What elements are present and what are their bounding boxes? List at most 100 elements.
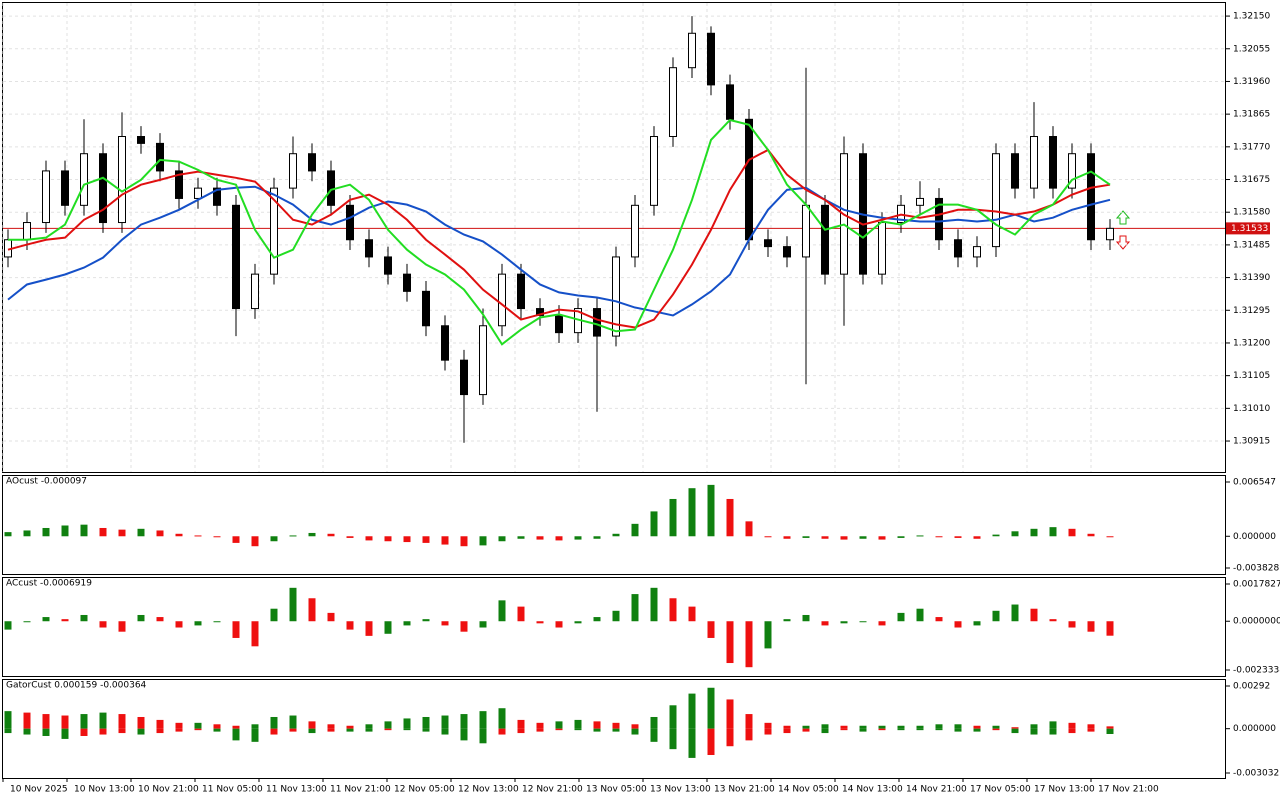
histogram-bar [232,621,240,638]
histogram-bar [270,536,278,542]
y-tick-label: 1.31675 [1233,175,1270,185]
histogram-bar [118,529,126,537]
gator-bar [251,724,259,729]
gator-bar [4,711,12,729]
y-tick-label: 0.000000 [1233,724,1276,734]
gator-bar [992,725,1000,729]
gator-bar [213,728,221,732]
gator-bar [42,728,50,736]
gator-bar [194,728,202,731]
histogram-bar [536,621,544,624]
candle-body [650,136,658,206]
gator-bar [593,721,601,729]
gator-bar [327,724,335,729]
x-tick-label: 11 Nov 13:00 [266,785,327,795]
candle-body [441,325,449,361]
y-tick-label: 1.31960 [1233,77,1270,87]
histogram-bar [802,614,810,622]
gator-bar [270,716,278,729]
histogram-bar [840,621,848,624]
gator-bar [441,715,449,729]
gator-bar [232,728,240,741]
ao-frame [2,475,1226,575]
histogram-bar [498,600,506,622]
candle-body [669,67,677,138]
histogram-bar [859,536,867,539]
gator-bar [384,721,392,729]
gator-bar [175,722,183,729]
candle-body [384,256,392,275]
gator-bar [23,728,31,735]
histogram-bar [61,525,69,537]
histogram-bar [878,621,886,626]
histogram-bar [1011,604,1019,622]
gator-bar [441,728,449,735]
histogram-bar [593,617,601,622]
gator-bar [498,728,506,735]
candle-body [42,170,50,224]
histogram-bar [916,608,924,622]
x-tick-label: 17 Nov 21:00 [1098,785,1159,795]
main-frame [2,2,1226,473]
gator-bar [80,728,88,736]
gator-bar [175,728,183,732]
gator-bar [479,728,487,744]
gator-bar [745,728,753,741]
y-tick-label: -0.003032 [1233,769,1279,779]
gator-bar [99,712,107,729]
x-tick-label: 14 Nov 05:00 [778,785,839,795]
histogram-bar [384,536,392,542]
gator-bar [802,728,810,732]
gator-bar [194,722,202,729]
histogram-bar [194,535,202,537]
y-tick-label: 0.0017827 [1233,580,1280,590]
gator-bar [251,728,259,742]
gator-bar [859,725,867,729]
histogram-bar [441,536,449,545]
histogram-bar [156,617,164,622]
gator-bar [726,728,734,747]
y-tick-label: 1.31485 [1233,240,1270,250]
histogram-bar [1087,533,1095,537]
histogram-bar [897,612,905,622]
histogram-bar [1030,528,1038,537]
gator-bar [726,699,734,729]
candle-body [1087,153,1095,241]
histogram-bar [650,511,658,537]
gator-bar [992,728,1000,731]
histogram-bar [137,528,145,537]
histogram-bar [726,621,734,664]
histogram-bar [555,621,563,628]
candle-body [1049,136,1057,189]
histogram-bar [935,617,943,622]
candle-body [118,136,126,224]
candle-body [175,170,183,199]
x-tick-label: 14 Nov 21:00 [906,785,967,795]
gator-bar [536,722,544,729]
histogram-bar [175,621,183,628]
histogram-bar [99,621,107,628]
histogram-bar [916,535,924,537]
gator-bar [859,728,867,732]
histogram-bar [631,523,639,537]
gator-bar [99,728,107,735]
histogram-bar [4,621,12,630]
gator-bar [460,728,468,741]
candle-body [194,187,202,199]
gator-bar [1068,728,1076,734]
candle-body [289,153,297,189]
histogram-bar [688,488,696,537]
candle-body [99,153,107,224]
moving-average [7,148,1111,329]
histogram-bar [327,612,335,622]
gator-bar [669,705,677,729]
gator-bar [688,728,696,758]
gator-bar [42,714,50,729]
gator-bar [403,718,411,729]
x-tick-label: 17 Nov 05:00 [970,785,1031,795]
gator-bar [498,708,506,729]
moving-average [7,185,1111,317]
gator-bar [289,728,297,732]
histogram-bar [156,530,164,537]
